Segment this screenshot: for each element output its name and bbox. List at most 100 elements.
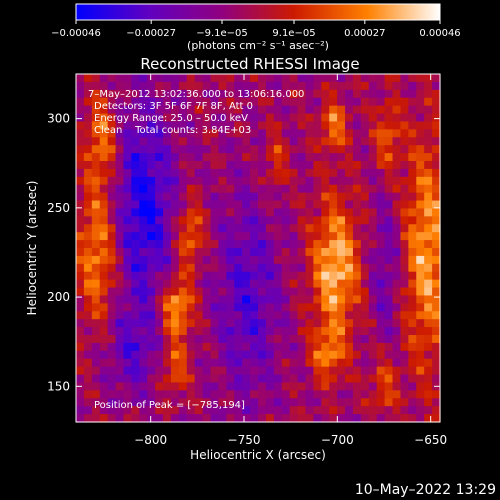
heatmap-cell: [242, 398, 251, 407]
heatmap-cell: [368, 263, 378, 273]
heatmap-cell: [186, 74, 196, 83]
heatmap-cell: [83, 295, 93, 304]
heatmap-cell: [163, 240, 172, 249]
heatmap-cell: [123, 382, 132, 391]
heatmap-cell: [115, 208, 125, 217]
heatmap-cell: [194, 295, 204, 304]
heatmap-cell: [210, 366, 220, 376]
heatmap-cell: [218, 216, 227, 225]
heatmap-cell: [408, 168, 417, 178]
heatmap-cell: [123, 81, 132, 91]
heatmap-cell: [163, 176, 172, 186]
heatmap-cell: [234, 184, 243, 194]
heatmap-cell: [202, 303, 212, 312]
heatmap-cell: [321, 406, 330, 415]
heatmap-cell: [400, 382, 409, 391]
heatmap-cell: [345, 145, 354, 154]
heatmap-cell: [163, 161, 172, 170]
heatmap-cell: [107, 398, 117, 407]
heatmap-cell: [321, 414, 330, 423]
heatmap-cell: [226, 358, 235, 368]
heatmap-cell: [273, 129, 283, 138]
heatmap-cell: [210, 342, 220, 352]
heatmap-cell: [313, 184, 322, 194]
heatmap-cell: [218, 255, 227, 265]
heatmap-cell: [321, 89, 330, 99]
heatmap-cell: [147, 279, 156, 289]
heatmap-cell: [242, 129, 251, 138]
heatmap-cell: [321, 374, 330, 384]
heatmap-cell: [163, 374, 172, 384]
heatmap-cell: [131, 153, 140, 162]
heatmap-cell: [265, 382, 275, 391]
heatmap-cell: [281, 97, 291, 107]
heatmap-cell: [321, 161, 330, 170]
heatmap-cell: [155, 287, 164, 297]
heatmap-cell: [218, 192, 227, 202]
heatmap-cell: [178, 311, 188, 320]
heatmap-cell: [321, 287, 330, 297]
heatmap-cell: [131, 161, 140, 170]
heatmap-cell: [408, 398, 417, 407]
heatmap-cell: [210, 176, 220, 186]
heatmap-cell: [313, 327, 322, 336]
heatmap-cell: [424, 374, 433, 384]
heatmap-cell: [170, 263, 180, 273]
heatmap-cell: [352, 390, 362, 399]
heatmap-cell: [313, 232, 322, 241]
heatmap-cell: [234, 153, 243, 162]
heatmap-cell: [376, 113, 386, 123]
heatmap-cell: [392, 271, 402, 281]
heatmap-cell: [250, 168, 259, 178]
heatmap-cell: [424, 168, 433, 178]
heatmap-cell: [368, 287, 378, 297]
heatmap-cell: [170, 248, 180, 257]
heatmap-cell: [163, 319, 172, 328]
heatmap-cell: [163, 382, 172, 391]
heatmap-cell: [305, 248, 314, 257]
heatmap-cell: [250, 390, 259, 399]
heatmap-cell: [202, 121, 212, 130]
heatmap-cell: [432, 200, 441, 210]
heatmap-cell: [305, 153, 314, 162]
heatmap-cell: [178, 105, 188, 115]
heatmap-cell: [99, 303, 109, 312]
heatmap-cell: [400, 335, 409, 344]
heatmap-cell: [392, 358, 402, 368]
heatmap-cell: [107, 129, 117, 138]
heatmap-cell: [273, 255, 283, 265]
heatmap-cell: [329, 382, 338, 391]
heatmap-cell: [432, 224, 441, 233]
heatmap-cell: [416, 366, 425, 376]
heatmap-cell: [139, 161, 148, 170]
heatmap-cell: [408, 414, 417, 423]
heatmap-cell: [170, 161, 180, 170]
heatmap-cell: [376, 184, 386, 194]
heatmap-cell: [360, 200, 370, 210]
heatmap-cell: [321, 279, 330, 289]
heatmap-cell: [123, 279, 132, 289]
heatmap-cell: [210, 145, 220, 154]
heatmap-cell: [321, 263, 330, 273]
heatmap-cell: [218, 208, 227, 217]
heatmap-cell: [99, 161, 109, 170]
heatmap-cell: [131, 200, 140, 210]
heatmap-cell: [83, 342, 93, 352]
heatmap-cell: [250, 89, 259, 99]
heatmap-cell: [313, 129, 322, 138]
heatmap-cell: [408, 81, 417, 91]
heatmap-cell: [99, 374, 109, 384]
heatmap-cell: [131, 192, 140, 202]
heatmap-cell: [416, 200, 425, 210]
heatmap-cell: [115, 255, 125, 265]
heatmap-cell: [210, 271, 220, 281]
heatmap-cell: [368, 303, 378, 312]
heatmap-cell: [400, 137, 409, 146]
heatmap-cell: [352, 224, 362, 233]
heatmap-cell: [123, 129, 132, 138]
heatmap-cell: [305, 311, 314, 320]
heatmap-cell: [376, 414, 386, 423]
heatmap-cell: [242, 145, 251, 154]
heatmap-cell: [91, 161, 101, 170]
heatmap-cell: [416, 263, 425, 273]
